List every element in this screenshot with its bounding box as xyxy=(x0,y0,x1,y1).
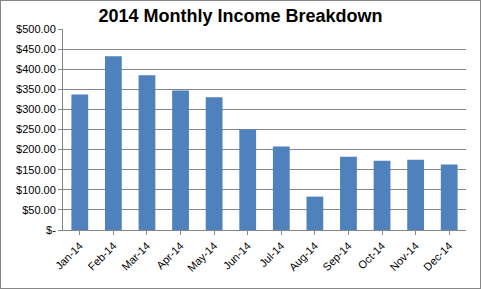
svg-text:Sep-14: Sep-14 xyxy=(320,240,354,274)
svg-text:Oct-14: Oct-14 xyxy=(356,240,388,272)
svg-text:$300.00: $300.00 xyxy=(16,103,56,115)
svg-text:$350.00: $350.00 xyxy=(16,83,56,95)
svg-text:Aug-14: Aug-14 xyxy=(287,240,321,274)
svg-text:$100.00: $100.00 xyxy=(16,184,56,196)
svg-text:$-: $- xyxy=(46,224,56,236)
svg-text:Nov-14: Nov-14 xyxy=(387,240,421,274)
svg-text:2014 Monthly Income Breakdown: 2014 Monthly Income Breakdown xyxy=(98,6,382,26)
svg-text:Feb-14: Feb-14 xyxy=(86,240,119,273)
svg-text:Dec-14: Dec-14 xyxy=(421,240,455,274)
svg-text:$150.00: $150.00 xyxy=(16,164,56,176)
svg-text:Jul-14: Jul-14 xyxy=(257,240,287,270)
svg-text:Jun-14: Jun-14 xyxy=(221,240,253,272)
svg-text:$400.00: $400.00 xyxy=(16,63,56,75)
svg-text:$500.00: $500.00 xyxy=(16,23,56,35)
svg-text:$450.00: $450.00 xyxy=(16,43,56,55)
svg-text:$50.00: $50.00 xyxy=(22,204,56,216)
svg-text:Apr-14: Apr-14 xyxy=(154,240,186,272)
svg-text:$200.00: $200.00 xyxy=(16,143,56,155)
svg-text:$250.00: $250.00 xyxy=(16,123,56,135)
svg-text:Jan-14: Jan-14 xyxy=(53,240,85,272)
svg-text:Mar-14: Mar-14 xyxy=(119,240,152,273)
svg-text:May-14: May-14 xyxy=(185,240,219,274)
